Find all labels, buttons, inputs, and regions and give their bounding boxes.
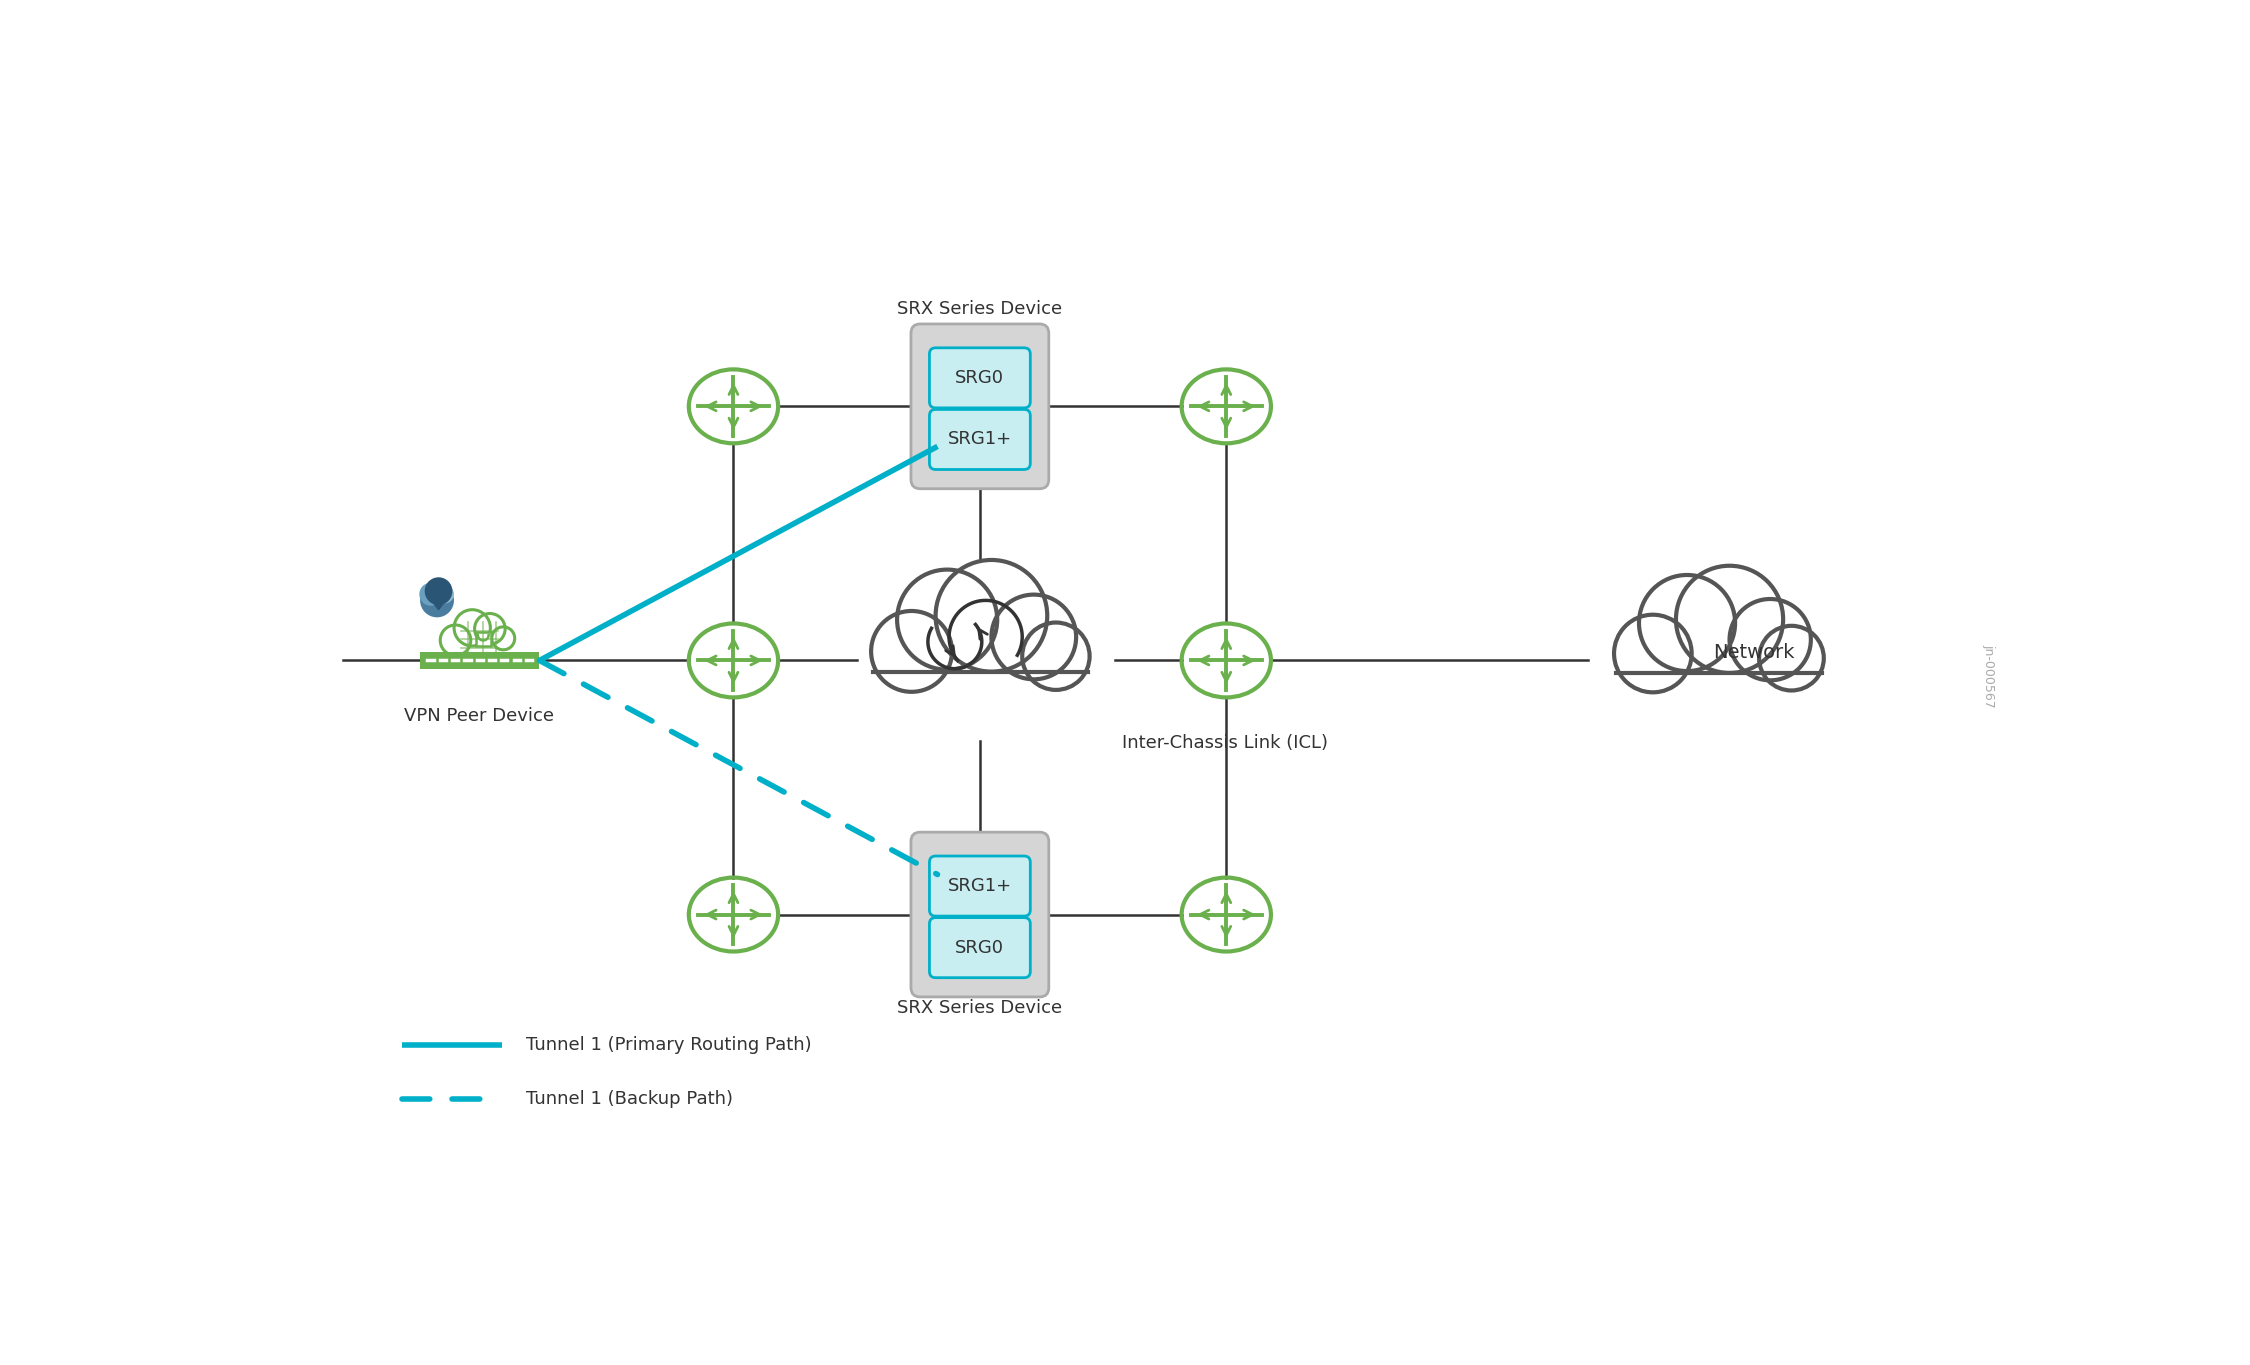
Text: SRG0: SRG0 [956, 369, 1004, 386]
Circle shape [475, 613, 506, 644]
Circle shape [1676, 565, 1784, 673]
Circle shape [493, 627, 515, 650]
FancyBboxPatch shape [911, 324, 1048, 489]
Polygon shape [432, 601, 446, 610]
FancyBboxPatch shape [1616, 637, 1791, 684]
FancyBboxPatch shape [421, 652, 540, 669]
FancyBboxPatch shape [929, 917, 1030, 977]
Circle shape [1022, 622, 1089, 689]
Circle shape [992, 595, 1076, 680]
Text: SRX Series Device: SRX Series Device [898, 300, 1062, 318]
Text: SRG0: SRG0 [956, 939, 1004, 957]
Circle shape [1638, 575, 1735, 672]
Circle shape [455, 610, 490, 646]
FancyBboxPatch shape [929, 348, 1030, 408]
FancyBboxPatch shape [455, 635, 504, 657]
Circle shape [418, 583, 443, 606]
Text: SRG1+: SRG1+ [947, 430, 1012, 449]
Text: VPN Peer Device: VPN Peer Device [405, 707, 554, 725]
FancyBboxPatch shape [911, 833, 1048, 996]
FancyBboxPatch shape [873, 635, 1055, 682]
FancyBboxPatch shape [929, 410, 1030, 470]
Text: Inter-Chassis Link (ICL): Inter-Chassis Link (ICL) [1123, 733, 1328, 752]
Circle shape [1730, 599, 1811, 680]
Text: SRX Series Device: SRX Series Device [898, 999, 1062, 1017]
Text: Tunnel 1 (Primary Routing Path): Tunnel 1 (Primary Routing Path) [526, 1036, 812, 1054]
Text: Network: Network [1712, 643, 1796, 662]
Text: Tunnel 1 (Backup Path): Tunnel 1 (Backup Path) [526, 1091, 734, 1108]
Text: jn-000567: jn-000567 [1982, 644, 1996, 707]
Circle shape [1613, 614, 1692, 692]
Circle shape [936, 560, 1046, 672]
Circle shape [898, 569, 997, 670]
Circle shape [1760, 625, 1825, 691]
Circle shape [441, 625, 470, 655]
Circle shape [871, 612, 952, 692]
Circle shape [425, 577, 452, 605]
FancyBboxPatch shape [475, 632, 490, 646]
Circle shape [436, 586, 454, 603]
FancyBboxPatch shape [929, 856, 1030, 916]
Text: SRG1+: SRG1+ [947, 878, 1012, 895]
Circle shape [421, 583, 454, 617]
